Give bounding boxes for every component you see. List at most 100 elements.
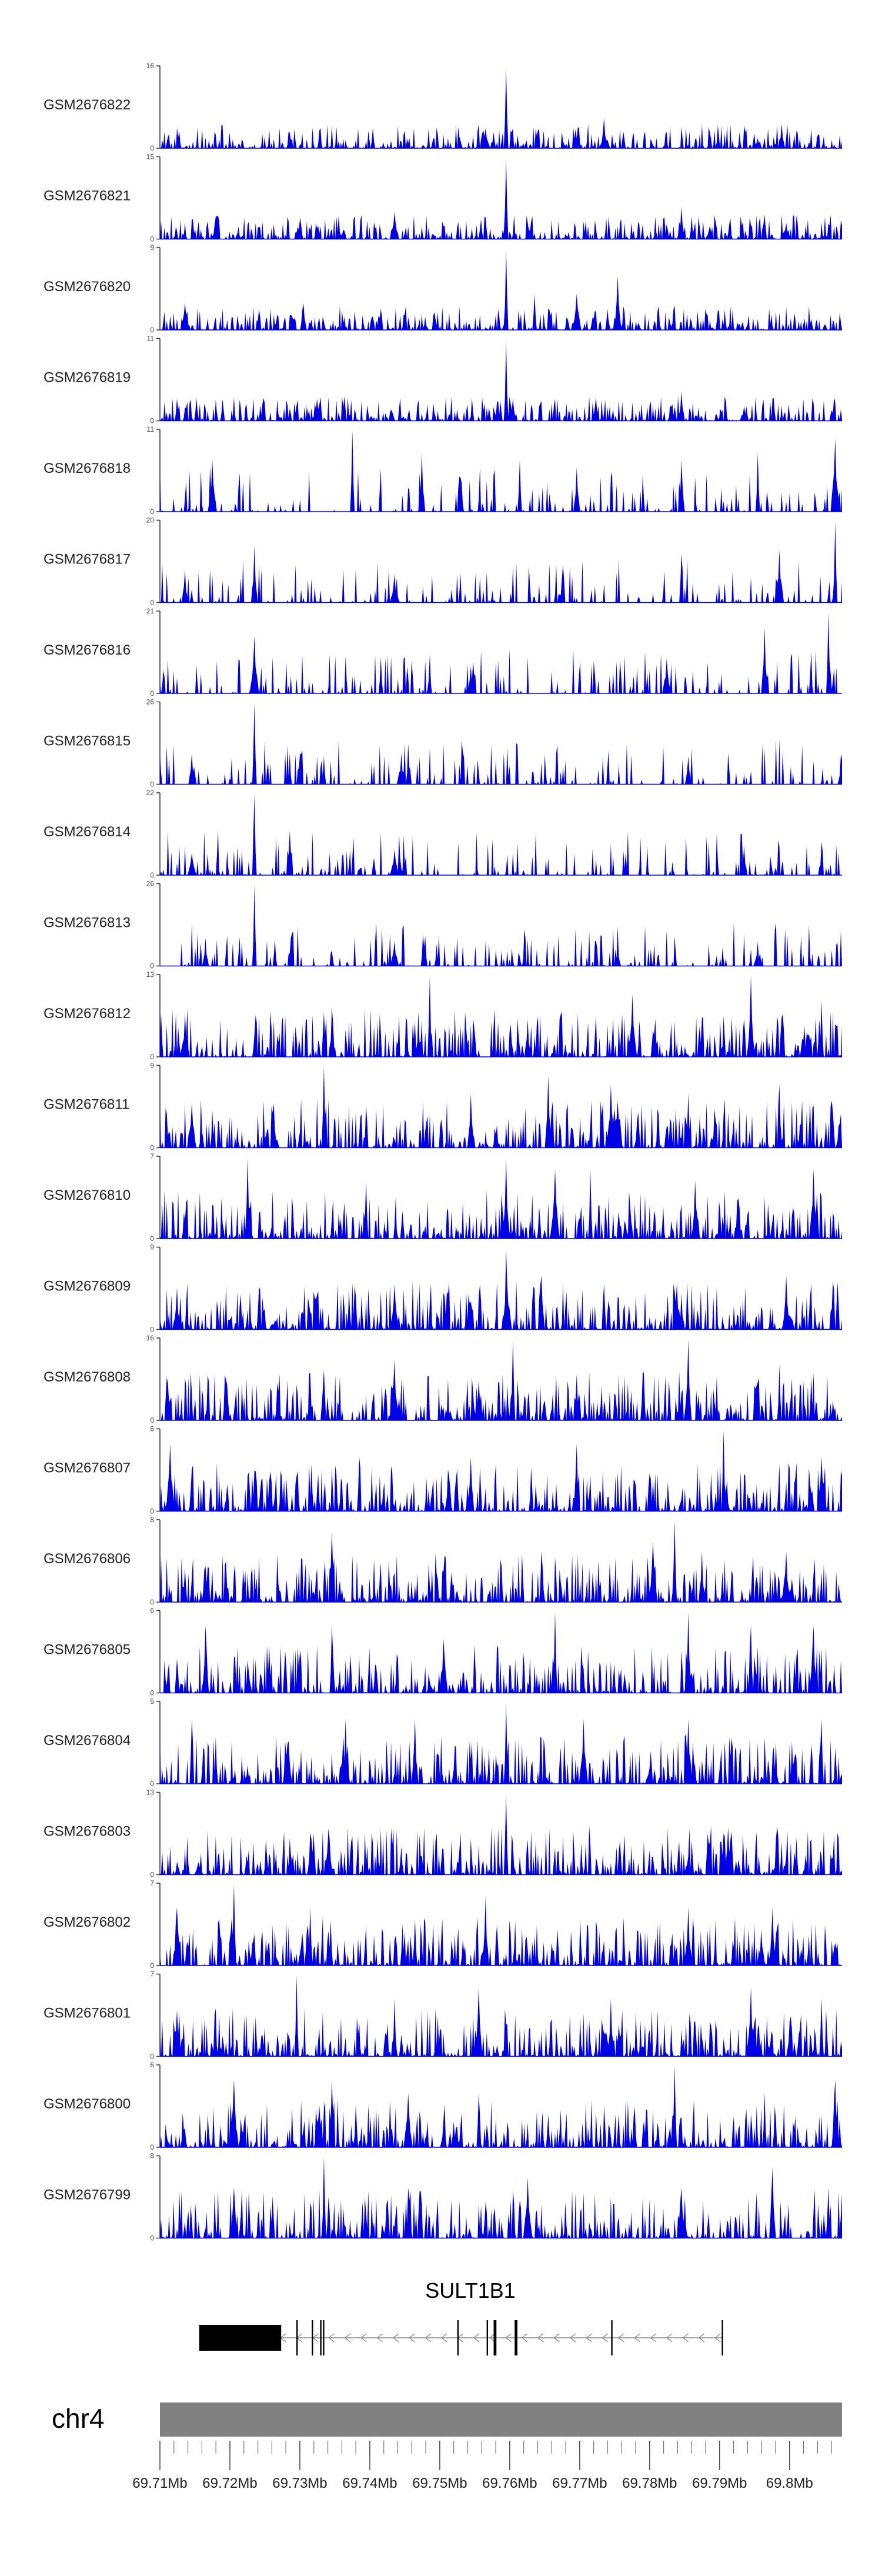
track-label: GSM2676808: [44, 1369, 131, 1385]
y-tick-zero-label: 0: [150, 326, 154, 334]
coverage-area: [160, 1157, 842, 1239]
y-tick-max-label: 6: [150, 1607, 154, 1615]
track-label: GSM2676811: [44, 1097, 129, 1113]
track-GSM2676816: GSM2676816 21 0: [44, 607, 842, 698]
track-GSM2676802: GSM2676802 7 0: [44, 1879, 842, 1970]
y-tick-zero-label: 0: [150, 2143, 154, 2151]
track-label: GSM2676802: [44, 1914, 131, 1930]
strand-chevron: [714, 2333, 721, 2343]
y-tick-zero-label: 0: [150, 2234, 154, 2243]
track-label: GSM2676819: [44, 370, 131, 386]
y-tick-zero-label: 0: [150, 2053, 154, 2061]
coverage-area: [160, 249, 842, 330]
track-label: GSM2676821: [44, 188, 131, 204]
track-GSM2676801: GSM2676801 7 0: [44, 1970, 842, 2061]
track-GSM2676813: GSM2676813 26 0: [44, 880, 842, 970]
track-GSM2676812: GSM2676812 13 0: [44, 970, 842, 1061]
track-label: GSM2676818: [44, 461, 131, 476]
exon: [296, 2320, 298, 2355]
track-GSM2676809: GSM2676809 9 0: [44, 1243, 842, 1334]
y-tick-max-label: 9: [150, 243, 154, 252]
y-tick-zero-label: 0: [150, 235, 154, 243]
strand-chevron: [392, 2333, 399, 2343]
exon: [721, 2320, 723, 2355]
strand-chevron: [569, 2333, 576, 2343]
strand-chevron: [409, 2333, 415, 2343]
coverage-area: [160, 1884, 842, 1966]
x-tick-label: 69.71Mb: [132, 2475, 187, 2491]
strand-chevron: [586, 2333, 592, 2343]
coverage-area: [160, 158, 842, 239]
track-label: GSM2676816: [44, 642, 131, 658]
y-tick-max-label: 7: [150, 1152, 154, 1160]
track-GSM2676821: GSM2676821 15 0: [44, 153, 842, 243]
y-tick-max-label: 20: [146, 516, 155, 525]
y-tick-zero-label: 0: [150, 1416, 154, 1424]
exon: [323, 2320, 325, 2355]
track-GSM2676818: GSM2676818 11 0: [44, 425, 842, 516]
coverage-area: [160, 2157, 842, 2238]
strand-chevron: [698, 2333, 705, 2343]
strand-chevron: [360, 2333, 367, 2343]
track-label: GSM2676807: [44, 1460, 131, 1476]
y-tick-max-label: 8: [150, 2152, 154, 2160]
track-label: GSM2676820: [44, 279, 131, 295]
track-label: GSM2676801: [44, 2006, 131, 2021]
y-tick-zero-label: 0: [150, 1144, 154, 1152]
y-tick-zero-label: 0: [150, 1234, 154, 1243]
track-label: GSM2676810: [44, 1187, 131, 1203]
track-label: GSM2676817: [44, 552, 131, 568]
track-GSM2676804: GSM2676804 5 0: [44, 1697, 842, 1788]
track-GSM2676811: GSM2676811 9 0: [44, 1062, 842, 1152]
exon: [320, 2320, 322, 2355]
x-tick-label: 69.78Mb: [622, 2475, 677, 2491]
strand-chevron: [682, 2333, 689, 2343]
track-GSM2676799: GSM2676799 8 0: [44, 2152, 842, 2243]
coverage-area: [160, 885, 842, 966]
track-label: GSM2676799: [44, 2187, 131, 2203]
y-tick-max-label: 6: [150, 2061, 154, 2069]
track-GSM2676800: GSM2676800 6 0: [44, 2061, 842, 2151]
y-tick-max-label: 22: [146, 789, 155, 797]
track-label: GSM2676800: [44, 2096, 131, 2112]
gene-name-label: SULT1B1: [425, 2278, 515, 2303]
coverage-area: [160, 1521, 842, 1602]
track-label: GSM2676814: [44, 824, 131, 840]
track-GSM2676817: GSM2676817 20 0: [44, 516, 842, 607]
track-GSM2676814: GSM2676814 22 0: [44, 789, 842, 879]
track-GSM2676805: GSM2676805 6 0: [44, 1607, 842, 1697]
strand-chevron: [328, 2333, 335, 2343]
x-tick-label: 69.73Mb: [272, 2475, 327, 2491]
track-GSM2676807: GSM2676807 6 0: [44, 1425, 842, 1516]
x-tick-label: 69.75Mb: [412, 2475, 467, 2491]
track-GSM2676810: GSM2676810 7 0: [44, 1152, 842, 1243]
y-tick-max-label: 13: [146, 1788, 155, 1797]
chromosome-label: chr4: [52, 2403, 104, 2434]
strand-chevron: [473, 2333, 480, 2343]
y-tick-zero-label: 0: [150, 1780, 154, 1788]
coverage-area: [160, 521, 842, 603]
strand-chevron: [521, 2333, 528, 2343]
coverage-area: [160, 1248, 842, 1330]
y-tick-max-label: 21: [146, 607, 155, 615]
coverage-area: [160, 1793, 842, 1875]
track-GSM2676806: GSM2676806 8 0: [44, 1516, 842, 1606]
track-GSM2676815: GSM2676815 26 0: [44, 698, 842, 789]
y-tick-max-label: 13: [146, 970, 155, 979]
x-tick-label: 69.8Mb: [766, 2475, 813, 2491]
track-label: GSM2676804: [44, 1733, 131, 1749]
strand-chevron: [489, 2333, 496, 2343]
exon: [312, 2320, 313, 2355]
gene-model-track: SULT1B1: [199, 2278, 723, 2355]
y-tick-max-label: 11: [147, 425, 155, 433]
strand-chevron: [553, 2333, 560, 2343]
y-tick-zero-label: 0: [150, 508, 154, 516]
y-tick-zero-label: 0: [150, 599, 154, 607]
y-tick-max-label: 7: [150, 1970, 154, 1978]
exon: [457, 2320, 459, 2355]
coverage-area: [160, 339, 842, 421]
coverage-area: [160, 1339, 842, 1420]
y-tick-zero-label: 0: [150, 1689, 154, 1697]
x-tick-label: 69.79Mb: [692, 2475, 747, 2491]
